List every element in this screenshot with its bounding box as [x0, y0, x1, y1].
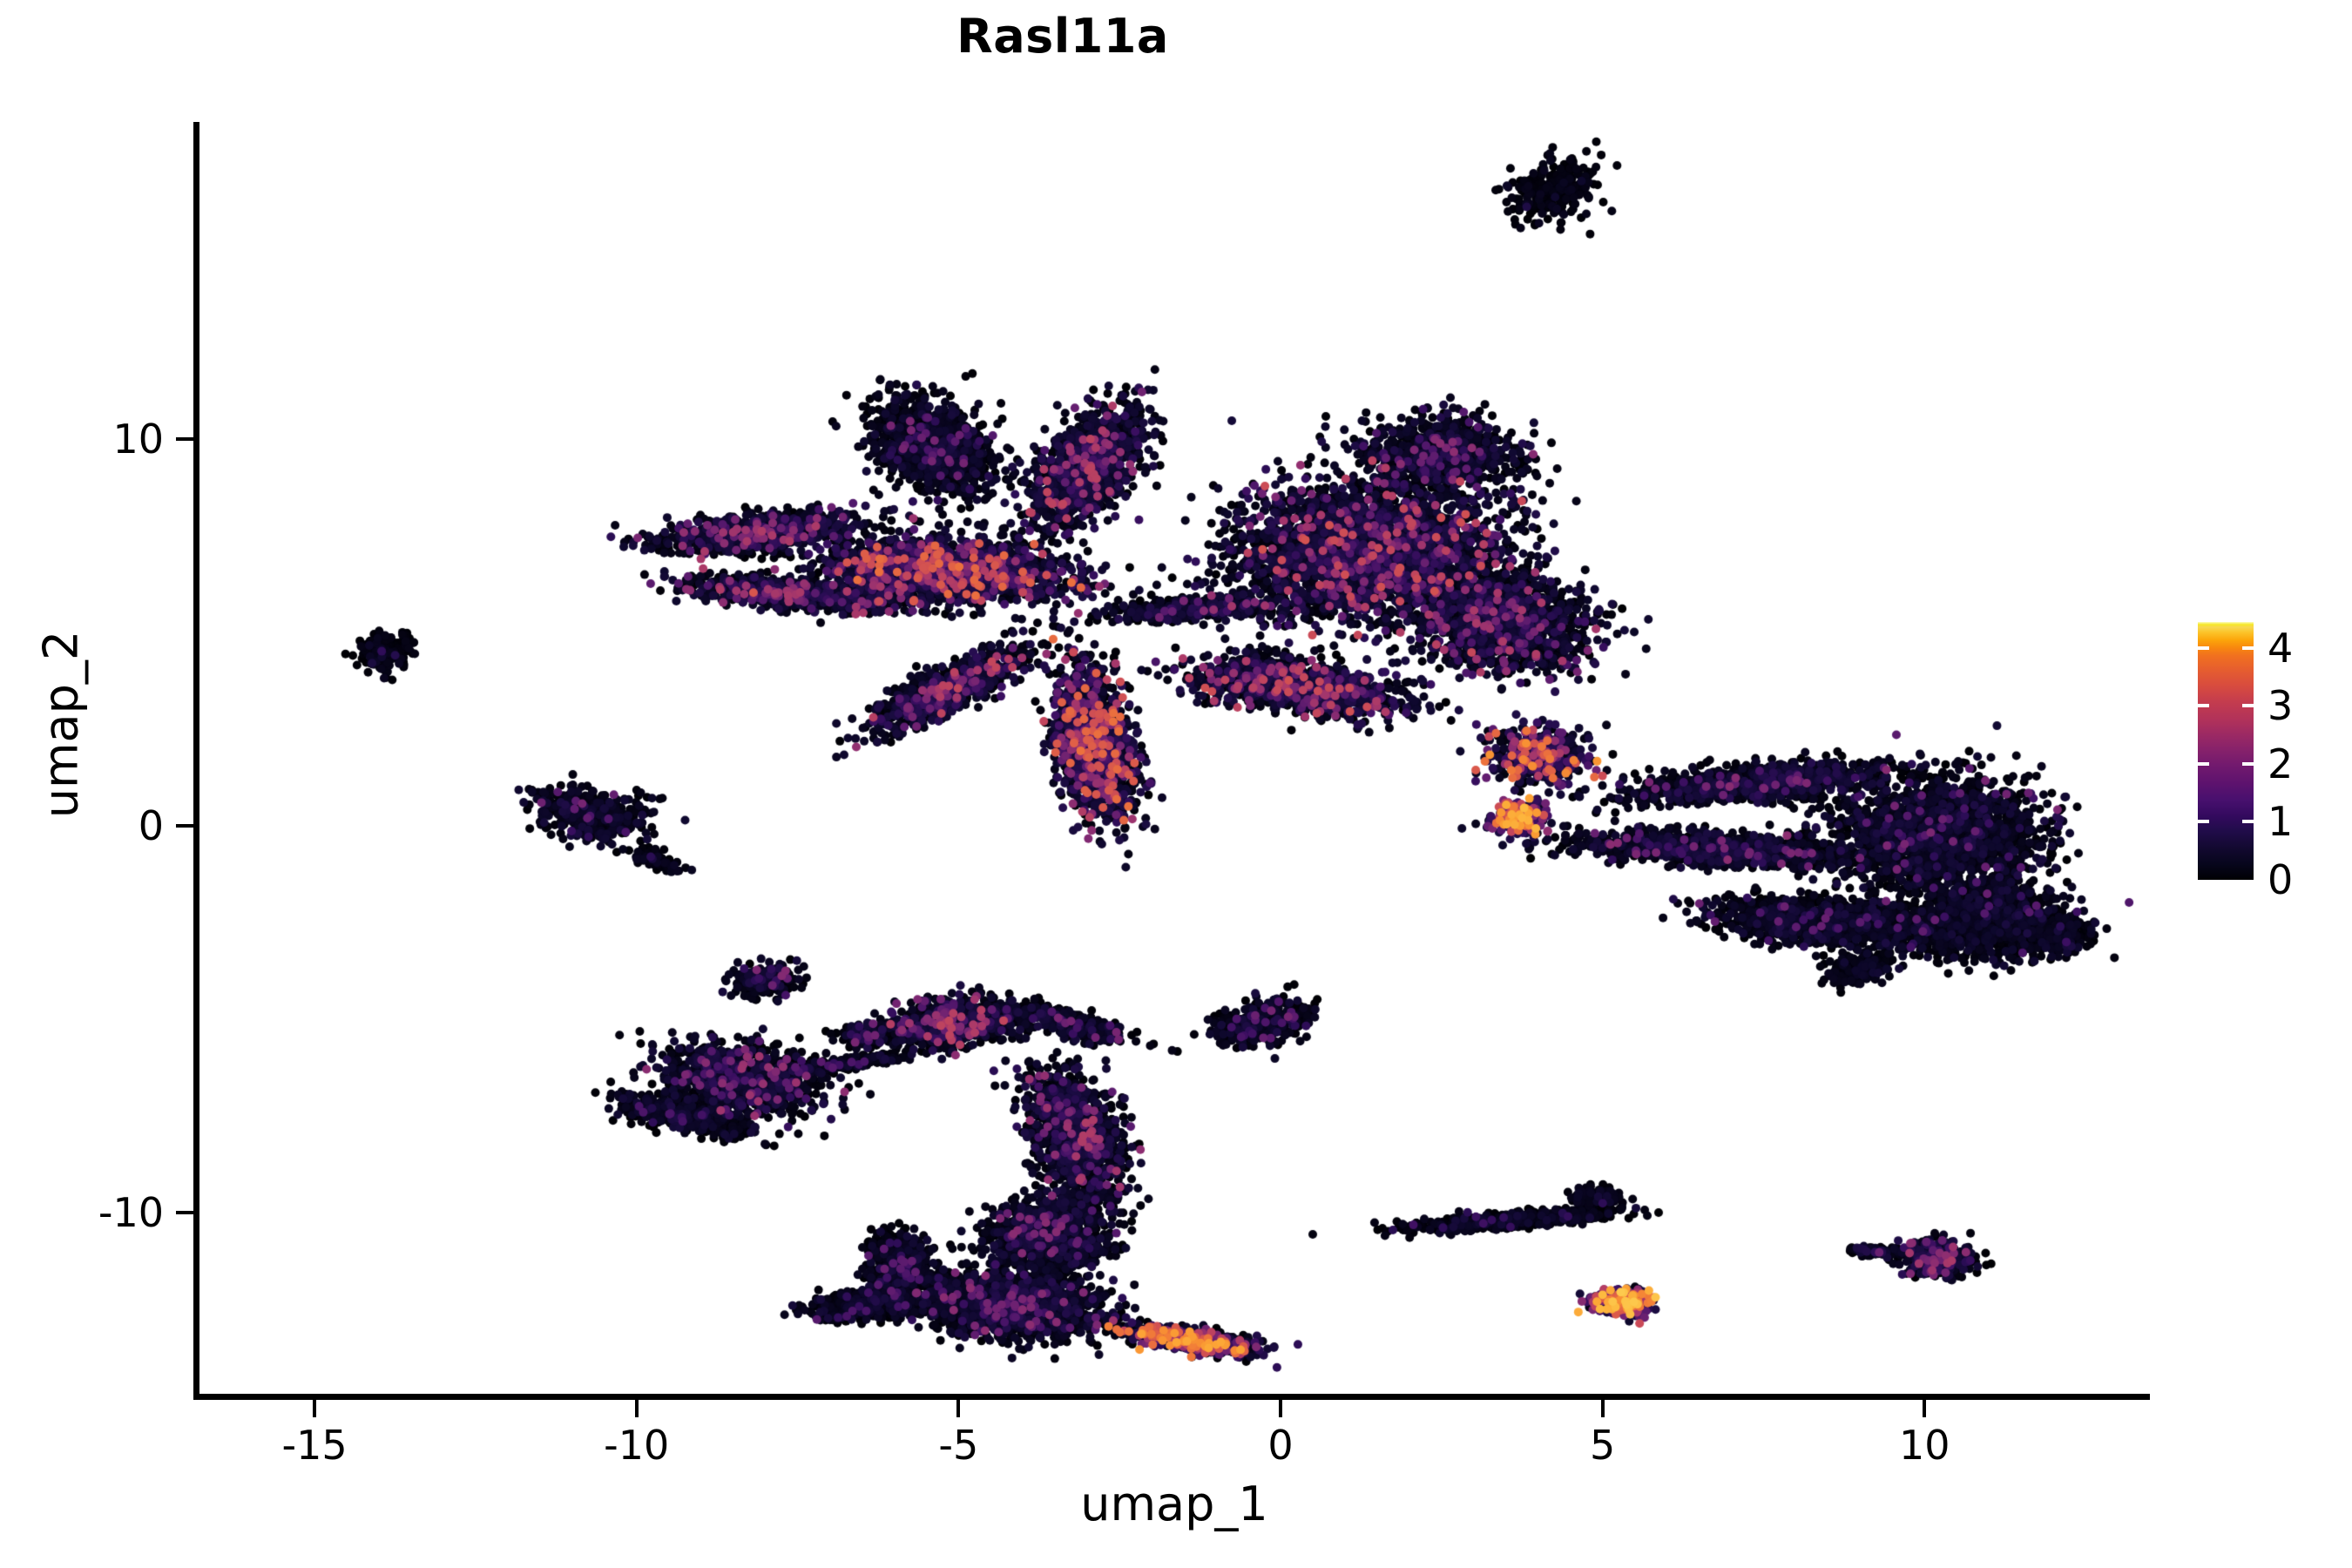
x-axis-label: umap_1 [1080, 1477, 1268, 1531]
x-tick-label: 0 [1267, 1422, 1294, 1469]
x-tick [1923, 1400, 1927, 1417]
colorbar-tick-label: 0 [2268, 856, 2294, 903]
y-tick [176, 823, 193, 828]
colorbar-tick [2242, 820, 2254, 824]
colorbar-tick [2198, 704, 2209, 708]
x-tick-label: 5 [1589, 1422, 1616, 1469]
x-tick-label: -15 [281, 1422, 348, 1469]
colorbar-tick-label: 3 [2268, 682, 2294, 730]
x-axis-spine [193, 1394, 2150, 1400]
page-title: Rasl11a [956, 9, 1169, 64]
colorbar-tick [2198, 645, 2209, 650]
colorbar-tick-label: 4 [2268, 624, 2294, 672]
y-tick [176, 437, 193, 442]
x-tick [1600, 1400, 1605, 1417]
colorbar-tick-label: 1 [2268, 798, 2294, 846]
colorbar-tick [2242, 704, 2254, 708]
x-tick-label: -10 [604, 1422, 670, 1469]
x-tick [313, 1400, 317, 1417]
x-tick [1278, 1400, 1282, 1417]
colorbar-tick [2198, 761, 2209, 766]
x-tick-label: 10 [1898, 1422, 1950, 1469]
colorbar-tick [2242, 645, 2254, 650]
y-tick-label: 0 [138, 801, 164, 849]
y-axis-spine [193, 122, 199, 1400]
plot-area [199, 122, 2150, 1398]
colorbar [2198, 622, 2254, 880]
x-tick-label: -5 [938, 1422, 979, 1469]
colorbar-tick [2198, 820, 2209, 824]
colorbar-tick-label: 2 [2268, 740, 2294, 787]
x-tick [634, 1400, 639, 1417]
y-axis-label: umap_2 [33, 630, 89, 819]
y-tick [176, 1210, 193, 1214]
y-tick-label: 10 [112, 416, 164, 463]
y-tick-label: -10 [98, 1188, 164, 1236]
scatter-points-canvas [199, 122, 2150, 1398]
colorbar-tick [2242, 761, 2254, 766]
x-tick [956, 1400, 961, 1417]
colorbar-gradient [2198, 622, 2254, 880]
